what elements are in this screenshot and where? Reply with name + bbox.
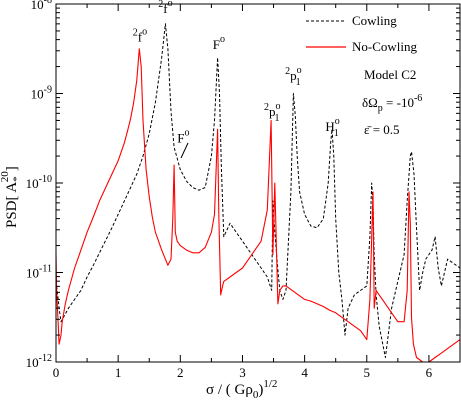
mode-label: 2po 1 (264, 101, 281, 124)
ylabel-sup: 20 (0, 171, 11, 183)
callout-line-f-o (180, 142, 189, 159)
mode-label: 2po 1 (285, 65, 302, 88)
y-axis-title: PSD[ A*20] (0, 166, 23, 228)
xlabel-sub: 0 (253, 389, 259, 401)
x-tick-label: 0 (53, 365, 60, 380)
model-label: Model C2 (364, 67, 416, 82)
plot-area (56, 4, 460, 362)
legend: Cowling No-Cowling (306, 13, 418, 54)
ylabel-sub: * (11, 176, 23, 182)
y-tick-label: 10-11 (26, 264, 52, 281)
x-tick-label: 4 (301, 365, 308, 380)
ylabel-main: PSD[ A (4, 182, 20, 228)
param-epsilon: ε̄ = 0.5 (364, 122, 400, 137)
param1-rest: = -10 (383, 95, 414, 110)
legend-label-no-cowling: No-Cowling (352, 39, 418, 54)
mode-label: 2fo (133, 27, 147, 45)
series-line-cowling (55, 23, 461, 358)
x-tick-label: 3 (239, 365, 246, 380)
series-layer (55, 23, 461, 363)
series-line-no-cowling (55, 48, 461, 363)
x-tick-label: 2 (177, 365, 184, 380)
ylabel-end: ] (4, 166, 20, 171)
y-tick-label: 10-12 (26, 353, 52, 370)
legend-label-cowling: Cowling (352, 13, 397, 28)
xlabel-sup: 1/2 (263, 378, 277, 390)
x-tick-label: 6 (426, 365, 433, 380)
tick-layer: 0 1 2 3 4 5 6 10-12 10-11 10-10 10-9 10-8 (26, 0, 460, 380)
mode-label: Fo (177, 128, 189, 146)
x-axis-title: σ / ( Gρ0)1/2 (206, 378, 277, 401)
x-tick-label: 1 (115, 365, 122, 380)
y-tick-label: 10-9 (31, 85, 52, 102)
param1-main: δΩ (362, 95, 378, 110)
xlabel-main: σ / ( Gρ (206, 382, 253, 398)
y-tick-label: 10-8 (31, 0, 52, 12)
param-delta-omega: δΩp = -10-6 (362, 93, 422, 114)
y-tick-label: 10-10 (26, 174, 52, 191)
xlabel-end: ) (258, 382, 263, 398)
mode-label: Ho 1 (325, 116, 339, 139)
param1-sup: -6 (414, 93, 422, 104)
mode-label: 2fo (158, 0, 172, 16)
x-tick-label: 5 (364, 365, 371, 380)
param1-sub: p (378, 103, 383, 114)
mode-label: Fo (213, 34, 225, 52)
